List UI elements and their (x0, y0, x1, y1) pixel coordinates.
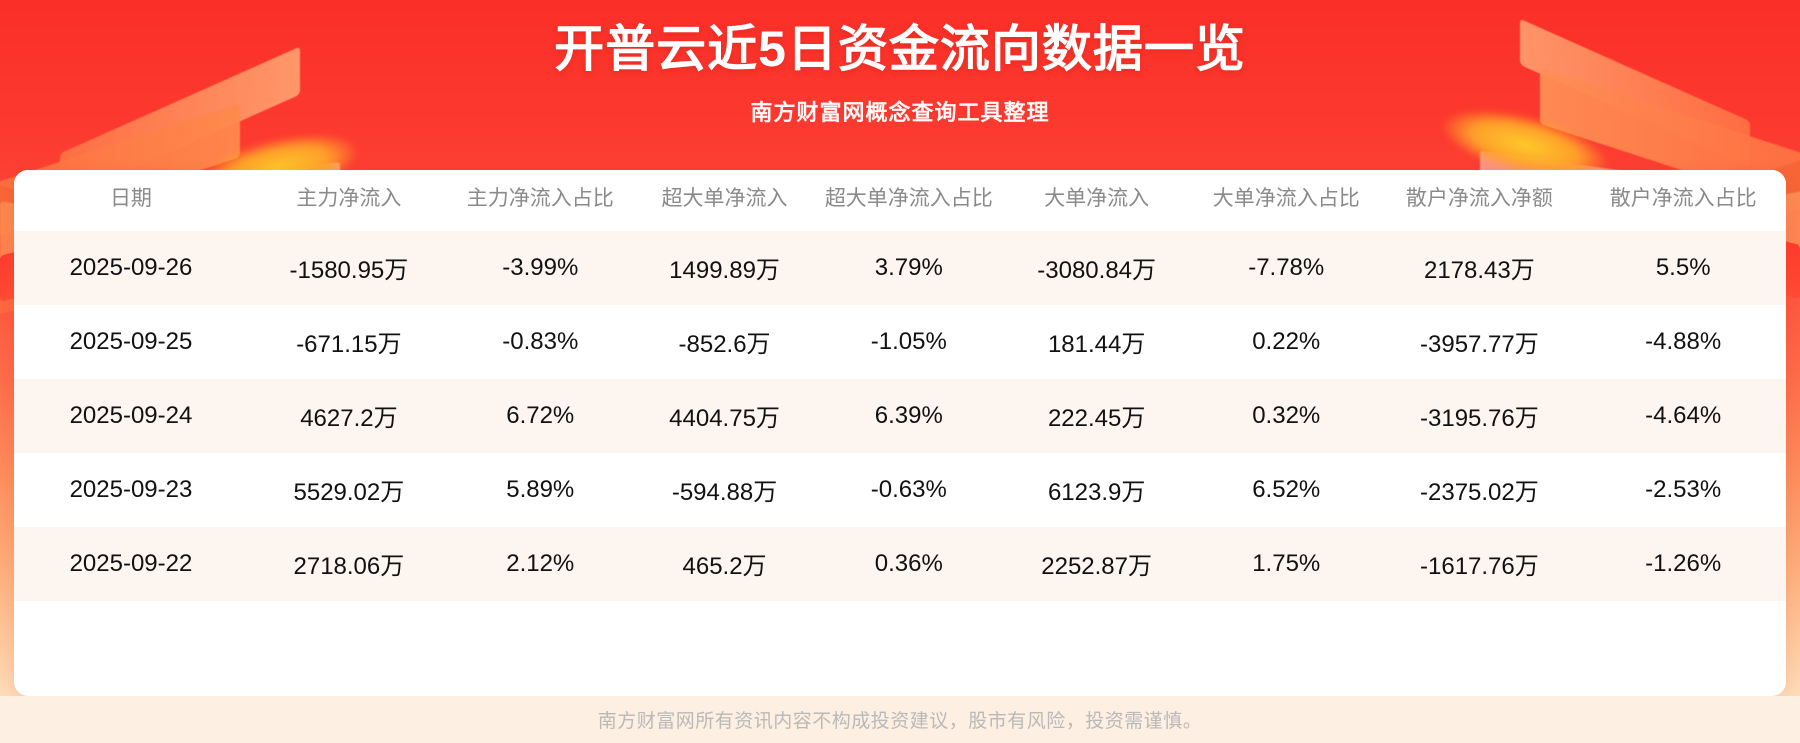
data-table-card: 南方财富网 southmoney.com 日期 主力净流入 主力净流入占比 超大… (14, 170, 1786, 696)
table-row: 2025-09-22 2718.06万 2.12% 465.2万 0.36% 2… (14, 526, 1786, 601)
fund-flow-table: 日期 主力净流入 主力净流入占比 超大单净流入 超大单净流入占比 大单净流入 大… (14, 170, 1786, 601)
cell-main-net-inflow: 5529.02万 (247, 452, 450, 527)
cell-large-net-inflow-pct: 1.75% (1194, 526, 1379, 601)
cell-xl-net-inflow: -594.88万 (630, 452, 819, 527)
cell-retail-net-amount: -3957.77万 (1378, 304, 1581, 379)
cell-xl-net-inflow: 1499.89万 (630, 230, 819, 305)
cell-large-net-inflow: 181.44万 (999, 304, 1195, 379)
column-header-main-net-inflow: 主力净流入 (247, 170, 450, 231)
cell-main-net-inflow-pct: 5.89% (449, 452, 631, 527)
footer-disclaimer-bar: 南方财富网所有资讯内容不构成投资建议，股市有风险，投资需谨慎。 (0, 696, 1800, 743)
cell-xl-net-inflow: 4404.75万 (630, 378, 819, 453)
cell-large-net-inflow: 6123.9万 (999, 452, 1195, 527)
cell-large-net-inflow: 2252.87万 (999, 526, 1195, 601)
cell-main-net-inflow: 4627.2万 (247, 378, 450, 453)
cell-retail-net-pct: -4.64% (1580, 378, 1786, 453)
column-header-xl-net-inflow: 超大单净流入 (630, 170, 819, 231)
table-row: 2025-09-25 -671.15万 -0.83% -852.6万 -1.05… (14, 304, 1786, 379)
cell-main-net-inflow: 2718.06万 (247, 526, 450, 601)
cell-large-net-inflow: -3080.84万 (999, 230, 1195, 305)
cell-retail-net-pct: 5.5% (1580, 230, 1786, 305)
column-header-large-net-inflow-pct: 大单净流入占比 (1194, 170, 1379, 231)
cell-main-net-inflow-pct: -0.83% (449, 304, 631, 379)
cell-xl-net-inflow-pct: 3.79% (818, 230, 1000, 305)
cell-large-net-inflow-pct: 0.22% (1194, 304, 1379, 379)
cell-main-net-inflow-pct: 6.72% (449, 378, 631, 453)
column-header-xl-net-inflow-pct: 超大单净流入占比 (818, 170, 1000, 231)
cell-date: 2025-09-26 (14, 230, 248, 305)
cell-xl-net-inflow: 465.2万 (630, 526, 819, 601)
cell-date: 2025-09-23 (14, 452, 248, 527)
column-header-main-net-inflow-pct: 主力净流入占比 (449, 170, 631, 231)
table-row: 2025-09-23 5529.02万 5.89% -594.88万 -0.63… (14, 452, 1786, 527)
cell-large-net-inflow: 222.45万 (999, 378, 1195, 453)
cell-large-net-inflow-pct: 6.52% (1194, 452, 1379, 527)
cell-date: 2025-09-25 (14, 304, 248, 379)
cell-retail-net-amount: -3195.76万 (1378, 378, 1581, 453)
table-header: 日期 主力净流入 主力净流入占比 超大单净流入 超大单净流入占比 大单净流入 大… (14, 170, 1786, 231)
table-header-row: 日期 主力净流入 主力净流入占比 超大单净流入 超大单净流入占比 大单净流入 大… (14, 170, 1786, 231)
column-header-retail-net-pct: 散户净流入占比 (1580, 170, 1786, 231)
cell-date: 2025-09-24 (14, 378, 248, 453)
banner-header: 开普云近5日资金流向数据一览 南方财富网概念查询工具整理 (0, 0, 1800, 127)
table-row: 2025-09-24 4627.2万 6.72% 4404.75万 6.39% … (14, 378, 1786, 453)
cell-xl-net-inflow-pct: 6.39% (818, 378, 1000, 453)
cell-main-net-inflow-pct: 2.12% (449, 526, 631, 601)
cell-main-net-inflow-pct: -3.99% (449, 230, 631, 305)
column-header-date: 日期 (14, 170, 248, 231)
cell-retail-net-amount: 2178.43万 (1378, 230, 1581, 305)
footer-disclaimer-text: 南方财富网所有资讯内容不构成投资建议，股市有风险，投资需谨慎。 (597, 711, 1203, 732)
cell-main-net-inflow: -671.15万 (247, 304, 450, 379)
cell-xl-net-inflow-pct: -1.05% (818, 304, 1000, 379)
column-header-large-net-inflow: 大单净流入 (999, 170, 1195, 231)
cell-large-net-inflow-pct: 0.32% (1194, 378, 1379, 453)
cell-retail-net-amount: -1617.76万 (1378, 526, 1581, 601)
cell-retail-net-pct: -4.88% (1580, 304, 1786, 379)
column-header-retail-net-amount: 散户净流入净额 (1378, 170, 1581, 231)
cell-large-net-inflow-pct: -7.78% (1194, 230, 1379, 305)
table-row: 2025-09-26 -1580.95万 -3.99% 1499.89万 3.7… (14, 230, 1786, 305)
table-body: 2025-09-26 -1580.95万 -3.99% 1499.89万 3.7… (14, 230, 1786, 601)
cell-xl-net-inflow-pct: -0.63% (818, 452, 1000, 527)
cell-main-net-inflow: -1580.95万 (247, 230, 450, 305)
cell-retail-net-pct: -2.53% (1580, 452, 1786, 527)
cell-retail-net-amount: -2375.02万 (1378, 452, 1581, 527)
cell-xl-net-inflow-pct: 0.36% (818, 526, 1000, 601)
page-subtitle: 南方财富网概念查询工具整理 (750, 99, 1050, 125)
page-title: 开普云近5日资金流向数据一览 (554, 21, 1246, 77)
cell-retail-net-pct: -1.26% (1580, 526, 1786, 601)
cell-xl-net-inflow: -852.6万 (630, 304, 819, 379)
cell-date: 2025-09-22 (14, 526, 248, 601)
